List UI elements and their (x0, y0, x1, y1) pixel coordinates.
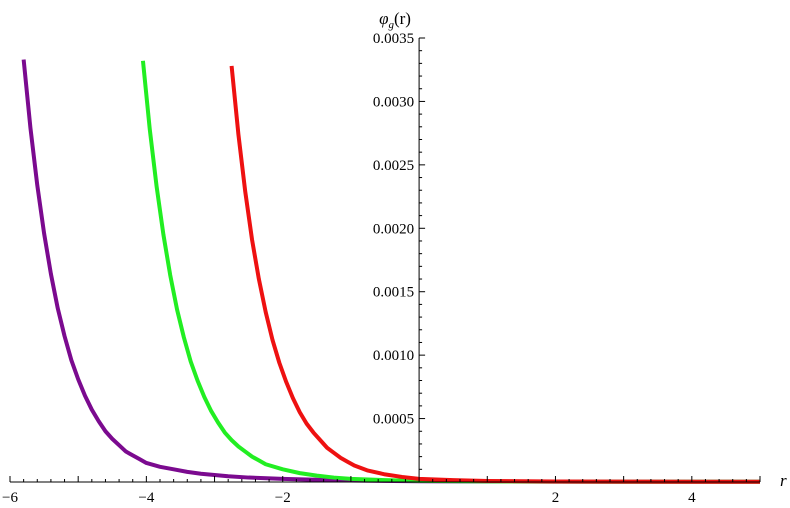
x-tick-label: −4 (138, 490, 154, 506)
y-tick-label: 0.0015 (373, 285, 414, 301)
y-axis-label-main: φ (379, 9, 388, 28)
y-tick-label: 0.0010 (373, 348, 414, 364)
x-tick-label: −6 (2, 490, 18, 506)
x-tick-label: 2 (552, 490, 560, 506)
x-tick-label: −2 (275, 490, 291, 506)
axes-layer (10, 38, 760, 483)
y-axis-label-sub: g (388, 19, 394, 31)
x-axis-label: r (780, 471, 787, 490)
y-tick-label: 0.0025 (373, 158, 414, 174)
y-axis-label: φg(r) (379, 9, 411, 31)
y-axis-label-arg: (r) (394, 9, 411, 28)
y-tick-label: 0.0020 (373, 221, 414, 237)
y-tick-label: 0.0030 (373, 94, 414, 110)
series-line-3 (229, 65, 760, 484)
ticks-layer: −6 −4 −2 2 4 0.0005 0.0010 0.0015 0.0020 0.0025 0.… (2, 31, 761, 506)
y-tick-label: 0.0005 (373, 412, 414, 428)
x-tick-label: 4 (688, 490, 696, 506)
y-tick-label: 0.0035 (373, 31, 414, 47)
